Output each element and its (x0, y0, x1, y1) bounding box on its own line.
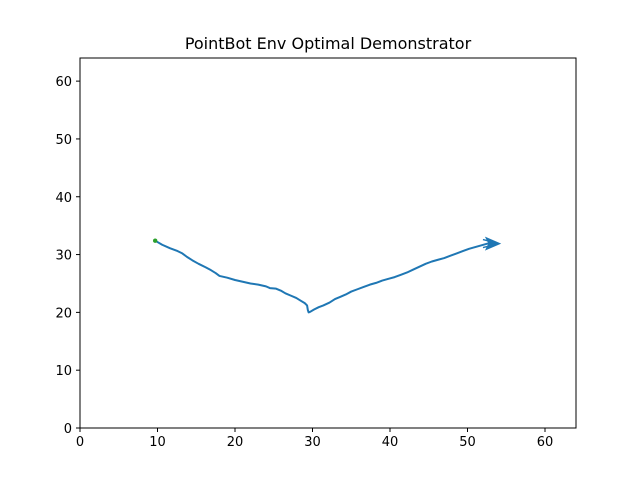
x-tick-label: 20 (227, 435, 244, 450)
y-tick-label: 60 (55, 75, 72, 90)
y-tick-label: 30 (55, 249, 72, 264)
y-axis: 0 10 20 30 40 50 60 (55, 75, 80, 437)
y-tick-label: 10 (55, 364, 72, 379)
end-arrow-stroke (482, 238, 496, 249)
y-tick-label: 20 (55, 306, 72, 321)
x-tick-label: 50 (459, 435, 476, 450)
x-axis: 0 10 20 30 40 50 60 (76, 428, 553, 450)
y-tick-label: 40 (55, 191, 72, 206)
x-tick-label: 30 (304, 435, 321, 450)
x-tick-label: 10 (149, 435, 166, 450)
x-tick-label: 40 (382, 435, 399, 450)
x-tick-label: 0 (76, 435, 84, 450)
start-point-marker (152, 238, 158, 243)
chart-title: PointBot Env Optimal Demonstrator (185, 34, 472, 53)
plot-area (152, 236, 502, 314)
y-tick-label: 50 (55, 133, 72, 148)
y-tick-label: 0 (64, 422, 72, 437)
trajectory-line (154, 239, 496, 314)
axes-frame (79, 57, 577, 429)
x-tick-label: 60 (537, 435, 554, 450)
